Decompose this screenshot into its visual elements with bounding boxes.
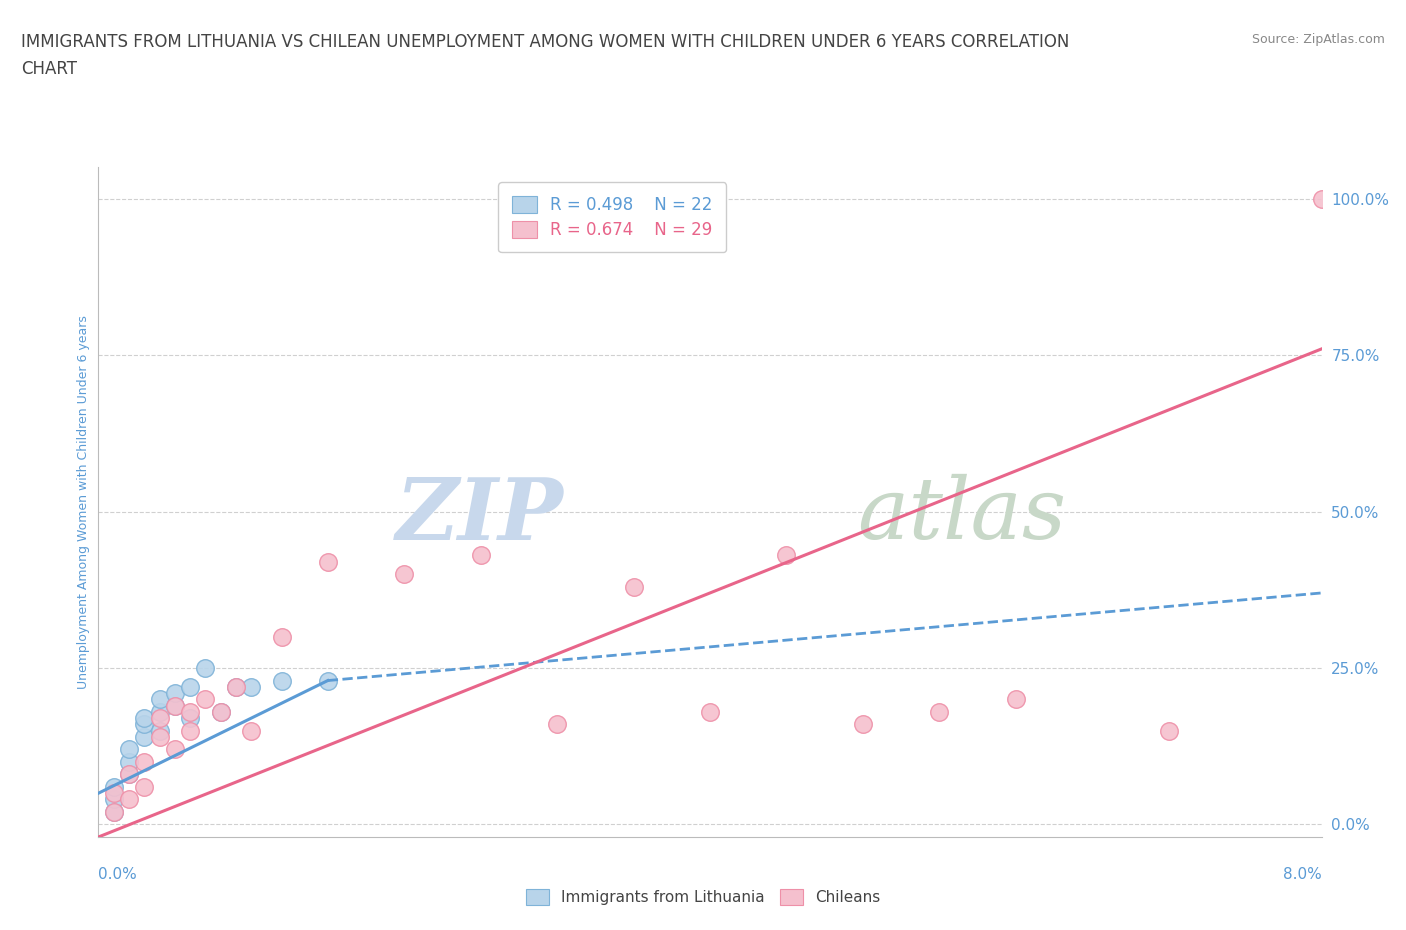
Point (118, 792, 141, 807)
Text: 8.0%: 8.0% (1282, 867, 1322, 882)
Point (775, 548, 797, 563)
Point (852, 717, 875, 732)
Point (118, 742, 141, 757)
Text: ZIP: ZIP (395, 474, 564, 557)
Text: 0.0%: 0.0% (98, 867, 138, 882)
Point (194, 692, 217, 707)
Point (179, 680, 201, 695)
Point (928, 704, 950, 719)
Legend: Immigrants from Lithuania, Chileans: Immigrants from Lithuania, Chileans (519, 882, 887, 913)
Point (623, 579, 645, 594)
Point (134, 711, 156, 725)
Point (546, 717, 568, 732)
Point (103, 779, 125, 794)
Point (470, 548, 492, 563)
Point (316, 673, 339, 688)
Point (392, 566, 416, 581)
Point (1310, 192, 1333, 206)
Point (179, 724, 201, 738)
Text: atlas: atlas (856, 474, 1066, 557)
Point (179, 711, 201, 725)
Y-axis label: Unemployment Among Women with Children Under 6 years: Unemployment Among Women with Children U… (77, 315, 90, 689)
Legend: R = 0.498    N = 22, R = 0.674    N = 29: R = 0.498 N = 22, R = 0.674 N = 29 (499, 182, 725, 252)
Point (118, 754, 141, 769)
Point (134, 754, 156, 769)
Point (103, 804, 125, 819)
Point (149, 711, 172, 725)
Point (118, 767, 141, 782)
Point (149, 692, 172, 707)
Point (179, 704, 201, 719)
Point (194, 660, 217, 675)
Text: CHART: CHART (21, 60, 77, 78)
Point (103, 804, 125, 819)
Point (134, 729, 156, 744)
Point (209, 704, 232, 719)
Point (163, 698, 186, 713)
Point (240, 680, 263, 695)
Point (225, 680, 247, 695)
Point (149, 724, 172, 738)
Point (134, 779, 156, 794)
Point (270, 630, 294, 644)
Point (103, 792, 125, 807)
Point (240, 724, 263, 738)
Point (134, 717, 156, 732)
Text: Source: ZipAtlas.com: Source: ZipAtlas.com (1251, 33, 1385, 46)
Point (699, 704, 721, 719)
Point (225, 680, 247, 695)
Point (118, 767, 141, 782)
Point (316, 554, 339, 569)
Text: IMMIGRANTS FROM LITHUANIA VS CHILEAN UNEMPLOYMENT AMONG WOMEN WITH CHILDREN UNDE: IMMIGRANTS FROM LITHUANIA VS CHILEAN UNE… (21, 33, 1070, 50)
Point (270, 673, 294, 688)
Point (163, 698, 186, 713)
Point (103, 786, 125, 801)
Point (1004, 692, 1026, 707)
Point (163, 685, 186, 700)
Point (1157, 724, 1180, 738)
Point (149, 704, 172, 719)
Point (209, 704, 232, 719)
Point (149, 729, 172, 744)
Point (163, 742, 186, 757)
